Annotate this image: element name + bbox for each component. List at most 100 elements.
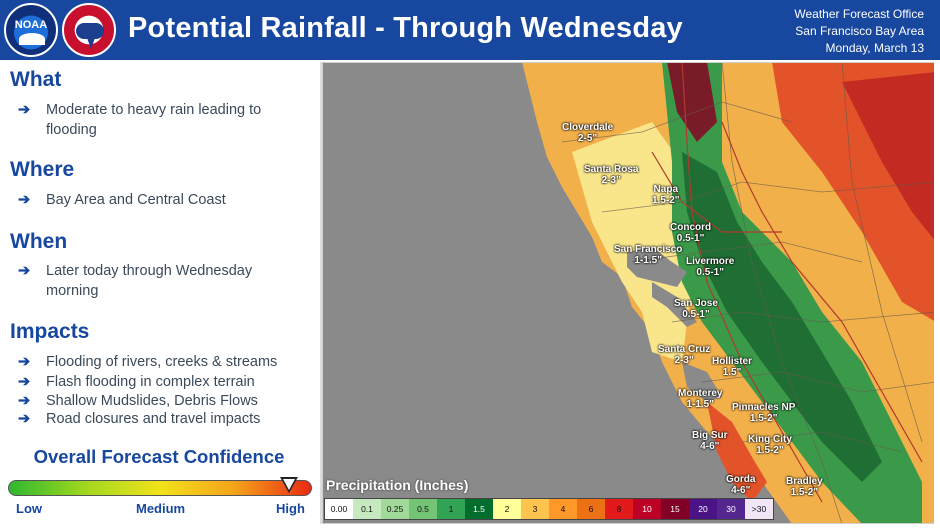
city-label: Hollister 1.5" bbox=[712, 356, 752, 378]
legend-bin: 0.5 bbox=[409, 499, 437, 519]
legend-bin: 1 bbox=[437, 499, 465, 519]
impact-item: ➔ Shallow Mudslides, Debris Flows bbox=[18, 393, 258, 409]
legend-bin: >30 bbox=[745, 499, 773, 519]
city-name: Concord bbox=[670, 222, 712, 233]
legend-bin: 0.1 bbox=[353, 499, 381, 519]
nws-lightning-icon bbox=[86, 35, 96, 49]
legend-bin: 8 bbox=[605, 499, 633, 519]
land-darkred-east bbox=[842, 72, 934, 240]
impact-item: ➔ Flash flooding in complex terrain bbox=[18, 374, 255, 390]
city-amount: 4-6" bbox=[731, 485, 751, 496]
city-name: Big Sur bbox=[692, 430, 728, 441]
legend-bin: 15 bbox=[661, 499, 689, 519]
impacts-heading: Impacts bbox=[10, 320, 90, 343]
city-name: Hollister bbox=[712, 356, 753, 367]
legend-bin: 4 bbox=[549, 499, 577, 519]
legend-bin: 0.25 bbox=[381, 499, 409, 519]
nws-logo bbox=[62, 3, 116, 57]
legend-bin: 1.5 bbox=[465, 499, 493, 519]
city-amount: 2-3" bbox=[601, 175, 621, 186]
city-amount: 1.5-2" bbox=[749, 413, 778, 424]
city-label: San Francisco 1-1.5" bbox=[614, 244, 682, 266]
city-name: Santa Cruz bbox=[658, 344, 711, 355]
arrow-icon: ➔ bbox=[18, 192, 31, 208]
legend-bin: 3 bbox=[521, 499, 549, 519]
city-label: Pinnacles NP 1.5-2" bbox=[732, 402, 795, 424]
office-info: Weather Forecast Office San Francisco Ba… bbox=[794, 6, 924, 57]
highways bbox=[651, 62, 923, 503]
legend-bin: 6 bbox=[577, 499, 605, 519]
where-heading: Where bbox=[10, 158, 75, 181]
city-name: Napa bbox=[653, 184, 678, 195]
city-amount: 1-1.5" bbox=[686, 399, 714, 410]
city-amount: 2-5" bbox=[577, 133, 598, 144]
city-label: Big Sur 4-6" bbox=[692, 430, 728, 452]
legend-bin: 10 bbox=[633, 499, 661, 519]
city-amount: 1-1.5" bbox=[634, 255, 662, 266]
county-lines bbox=[561, 62, 934, 524]
office-region: San Francisco Bay Area bbox=[795, 24, 924, 38]
city-name: Santa Rosa bbox=[584, 164, 639, 175]
header-bar: NOAA Potential Rainfall - Through Wednes… bbox=[0, 0, 940, 60]
confidence-heading: Overall Forecast Confidence bbox=[33, 446, 285, 467]
city-name: Livermore bbox=[686, 256, 735, 267]
what-heading: What bbox=[10, 68, 62, 91]
city-label: Santa Rosa 2-3" bbox=[584, 164, 638, 186]
city-name: Gorda bbox=[726, 474, 756, 485]
nws-cloud-icon bbox=[76, 23, 104, 39]
bay-water-south bbox=[652, 282, 697, 327]
when-item: ➔ Later today through Wednesday morning bbox=[18, 263, 253, 299]
precip-legend: 0.00 0.1 0.25 0.5 1 1.5 2 3 4 6 8 10 15 20 30 >30 bbox=[324, 498, 774, 520]
city-label: Livermore 0.5-1" bbox=[686, 256, 734, 278]
map-canvas bbox=[322, 62, 934, 524]
city-name: San Francisco bbox=[614, 244, 683, 255]
city-name: King City bbox=[748, 434, 792, 445]
city-label: San Jose 0.5-1" bbox=[674, 298, 718, 320]
noaa-logo-text: NOAA bbox=[14, 19, 48, 31]
noaa-bird-icon bbox=[19, 33, 45, 45]
city-label: Monterey 1-1.5" bbox=[678, 388, 722, 410]
legend-bin: 2 bbox=[493, 499, 521, 519]
city-label: Cloverdale 2-5" bbox=[562, 122, 613, 144]
arrow-icon: ➔ bbox=[18, 102, 31, 118]
city-label: King City 1.5-2" bbox=[748, 434, 792, 456]
legend-bin: 0.00 bbox=[325, 499, 353, 519]
city-label: Concord 0.5-1" bbox=[670, 222, 711, 244]
city-amount: 1.5-2" bbox=[756, 445, 784, 456]
city-name: Bradley bbox=[786, 476, 823, 487]
arrow-icon: ➔ bbox=[18, 263, 31, 279]
arrow-icon: ➔ bbox=[18, 393, 31, 409]
arrow-icon: ➔ bbox=[18, 411, 31, 427]
city-amount: 1.5-2" bbox=[790, 487, 819, 498]
city-amount: 0.5-1" bbox=[682, 309, 710, 320]
city-name: Pinnacles NP bbox=[732, 402, 796, 413]
when-heading: When bbox=[10, 230, 68, 253]
city-name: Cloverdale bbox=[562, 122, 614, 133]
issue-date: Monday, March 13 bbox=[825, 41, 925, 55]
legend-title: Precipitation (Inches) bbox=[326, 477, 469, 493]
city-amount: 1.5" bbox=[722, 367, 742, 378]
confidence-medium-label: Medium bbox=[136, 501, 186, 516]
confidence-bar bbox=[8, 480, 312, 496]
impact-item: ➔ Road closures and travel impacts bbox=[18, 411, 261, 427]
city-label: Napa 1.5-2" bbox=[652, 184, 680, 206]
legend-bin: 20 bbox=[689, 499, 717, 519]
impact-item: ➔ Flooding of rivers, creeks & streams bbox=[18, 354, 278, 370]
noaa-logo: NOAA bbox=[4, 3, 58, 57]
city-amount: 0.5-1" bbox=[676, 233, 705, 244]
arrow-icon: ➔ bbox=[18, 374, 31, 390]
city-label: Bradley 1.5-2" bbox=[786, 476, 823, 498]
where-item: ➔ Bay Area and Central Coast bbox=[18, 192, 226, 208]
city-name: San Jose bbox=[674, 298, 718, 309]
city-label: Gorda 4-6" bbox=[726, 474, 755, 496]
city-amount: 2-3" bbox=[674, 355, 694, 366]
legend-bin: 30 bbox=[717, 499, 745, 519]
city-amount: 0.5-1" bbox=[696, 267, 724, 278]
confidence-high-label: High bbox=[276, 501, 305, 516]
city-label: Santa Cruz 2-3" bbox=[658, 344, 710, 366]
city-name: Monterey bbox=[678, 388, 723, 399]
city-amount: 1.5-2" bbox=[652, 195, 680, 206]
page-title: Potential Rainfall - Through Wednesday bbox=[128, 12, 683, 44]
land-red-coast bbox=[707, 402, 767, 502]
land-maroon-north bbox=[667, 62, 717, 142]
